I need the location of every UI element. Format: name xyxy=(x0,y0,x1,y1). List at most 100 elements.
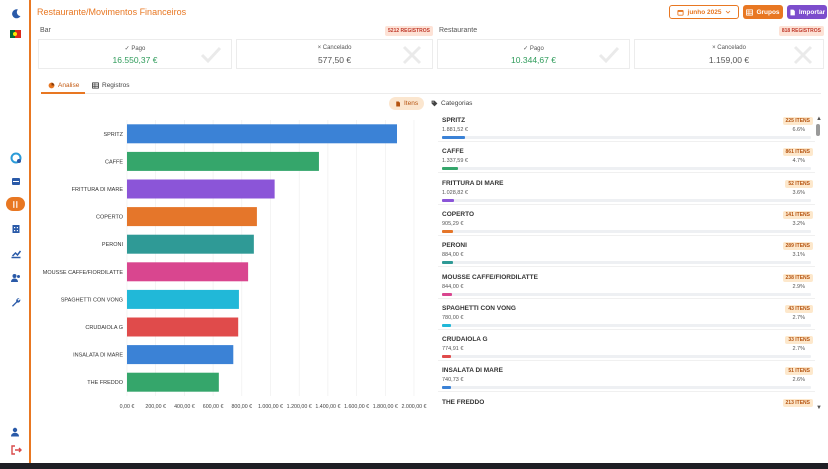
item-progress-fill xyxy=(442,198,455,202)
summary-panel-restaurante: Restaurante 818 REGISTROS ✓ Pago 10.344,… xyxy=(437,25,824,70)
user-settings-icon[interactable] xyxy=(8,424,23,439)
tab-analise-label: Analise xyxy=(58,82,80,89)
item-progress-fill xyxy=(442,229,454,233)
close-icon: × xyxy=(712,45,716,51)
item-count-badge: 238 ITENS xyxy=(782,273,813,282)
x-tick-label: 1.600,00 € xyxy=(344,404,369,410)
item-value: 1.337,59 € xyxy=(442,158,468,165)
pago-value: 16.550,37 € xyxy=(112,55,158,65)
cancelado-value: 1.159,00 € xyxy=(708,55,750,65)
item-count-badge: 861 ITENS xyxy=(782,148,813,157)
list-item[interactable]: MOUSSE CAFFE/FIORDILATTE 238 ITENS 844,00 … xyxy=(438,271,815,299)
item-count-badge: 141 ITENS xyxy=(782,210,813,219)
bar[interactable] xyxy=(127,207,257,227)
moon-icon[interactable] xyxy=(8,6,23,21)
check-icon: ✓ xyxy=(523,46,529,52)
item-value: 1.881,52 € xyxy=(442,127,468,133)
item-value: 740,73 € xyxy=(442,377,464,384)
cancelado-value: 577,50 € xyxy=(317,55,352,65)
pie-chart-icon xyxy=(48,82,55,89)
tab-registros-label: Registros xyxy=(102,82,130,89)
item-percent: 3.1% xyxy=(792,252,805,259)
wrench-icon[interactable] xyxy=(8,294,23,309)
finance-icon[interactable] xyxy=(8,246,23,261)
item-percent: 3.6% xyxy=(792,189,805,196)
view-tabs: Analise Registros xyxy=(41,80,821,94)
segment-categorias[interactable]: Categorias xyxy=(425,97,478,110)
list-item[interactable]: PERONI 289 ITENS 884,00 € 3.1% xyxy=(438,239,815,268)
bar[interactable] xyxy=(127,234,254,254)
item-progress-fill xyxy=(442,355,452,359)
list-item[interactable]: CAFFE 861 ITENS 1.337,59 € 4.7% xyxy=(438,145,815,174)
bar-chart-svg: 0,00 € 200,00 € 400,00 € 600,00 € 800,00 € 1.… xyxy=(43,120,427,410)
item-percent: 2.9% xyxy=(792,283,805,290)
list-item[interactable]: INSALATA DI MARE 51 ITENS 740,73 € 2.6% xyxy=(438,364,815,393)
building-icon[interactable] xyxy=(8,221,23,236)
month-label: junho 2025 xyxy=(687,8,722,16)
list-item[interactable]: SPRITZ 225 ITENS 1.881,52 € 6.6% xyxy=(438,114,815,142)
item-name: THE FREDDO xyxy=(442,398,485,406)
records-badge: 5212 REGISTROS xyxy=(385,26,433,36)
scroll-up-icon[interactable]: ▲ xyxy=(816,116,822,122)
item-count-badge: 213 ITENS xyxy=(782,398,813,407)
tab-analise[interactable]: Analise xyxy=(48,82,79,89)
bar[interactable] xyxy=(127,262,249,282)
grupos-label: Grupos xyxy=(756,8,780,16)
item-percent: 2.6% xyxy=(792,377,805,384)
panel-header: Bar 5212 REGISTROS xyxy=(38,25,433,37)
segment-categorias-label: Categorias xyxy=(441,100,473,107)
item-name: PERONI xyxy=(442,242,467,250)
pago-label: ✓ Pago xyxy=(39,45,231,52)
scroll-down-icon[interactable]: ▼ xyxy=(816,405,822,411)
y-category-label: CAFFE xyxy=(105,159,123,165)
sidebar-item-restaurant[interactable] xyxy=(6,197,25,211)
bar[interactable] xyxy=(127,289,239,309)
item-value: 884,00 € xyxy=(442,252,464,259)
item-progress-track xyxy=(442,167,811,171)
list-item[interactable]: FRITTURA DI MARE 52 ITENS 1.028,82 € 3.6% xyxy=(438,177,815,205)
bar[interactable] xyxy=(127,345,234,365)
panel-name: Bar xyxy=(40,27,51,34)
grupos-button[interactable]: Grupos xyxy=(743,5,783,19)
flag-portugal-icon[interactable] xyxy=(10,30,21,38)
breadcrumb-root[interactable]: Restaurante xyxy=(37,7,87,17)
file-icon xyxy=(396,101,400,106)
logo-icon[interactable] xyxy=(8,150,23,165)
list-item[interactable]: THE FREDDO 213 ITENS xyxy=(438,396,815,414)
cancelado-label-text: Cancelado xyxy=(322,45,352,51)
item-name: FRITTURA DI MARE xyxy=(442,179,504,187)
list-item[interactable]: COPERTO 141 ITENS 905,29 € 3.2% xyxy=(438,208,815,236)
calendar-icon[interactable] xyxy=(8,173,23,188)
list-item[interactable]: SPAGHETTI CON VONG 43 ITENS 780,00 € 2.7% xyxy=(438,302,815,330)
bar[interactable] xyxy=(127,317,239,337)
cancelado-label-text: Cancelado xyxy=(717,45,746,51)
taskbar xyxy=(0,463,828,469)
active-tab-indicator xyxy=(41,92,85,94)
segment-itens[interactable]: Itens xyxy=(389,97,425,110)
users-icon[interactable] xyxy=(8,270,23,285)
tab-registros[interactable]: Registros xyxy=(92,82,129,89)
item-name: SPAGHETTI CON VONG xyxy=(442,304,516,312)
list-item[interactable]: CRUDAIOLA G 33 ITENS 774,91 € 2.7% xyxy=(438,333,815,362)
importar-button[interactable]: Importar xyxy=(787,5,827,19)
item-value: 780,00 € xyxy=(442,314,464,321)
close-watermark-icon xyxy=(402,45,422,65)
item-percent: 3.2% xyxy=(792,220,805,227)
panel-header: Restaurante 818 REGISTROS xyxy=(437,25,824,37)
bar[interactable] xyxy=(127,151,319,171)
y-category-label: PERONI xyxy=(102,242,124,248)
month-picker-button[interactable]: junho 2025 xyxy=(669,5,739,19)
bar[interactable] xyxy=(127,179,275,199)
item-progress-track xyxy=(442,386,811,390)
bar[interactable] xyxy=(127,372,219,392)
list-scrollbar[interactable] xyxy=(816,124,820,136)
panel-name: Restaurante xyxy=(439,27,478,34)
logout-icon[interactable] xyxy=(8,442,23,457)
x-tick-label: 800,00 € xyxy=(231,404,252,410)
bar[interactable] xyxy=(127,124,397,144)
item-progress-fill xyxy=(442,323,452,327)
item-progress-fill xyxy=(442,386,451,390)
cancelado-card: × Cancelado 577,50 € xyxy=(236,39,433,69)
item-percent: 2.7% xyxy=(792,346,805,353)
item-progress-track xyxy=(442,136,811,139)
